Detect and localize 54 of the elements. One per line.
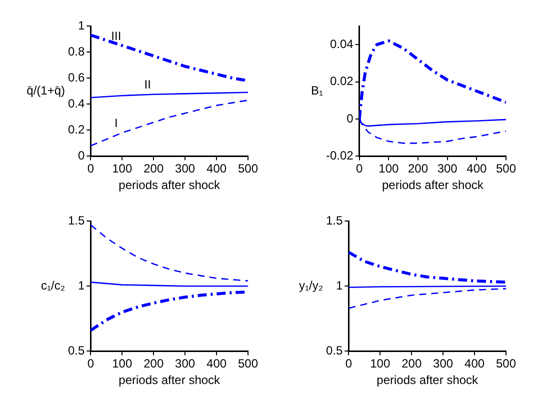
x-tick-label: 200 [144, 162, 164, 176]
x-tick-label: 200 [144, 356, 164, 371]
x-tick-label: 400 [466, 162, 487, 176]
y-tick-label: 1.5 [326, 213, 343, 228]
y-tick-label: 0.4 [68, 96, 85, 110]
x-tick-label: 0 [87, 162, 94, 176]
x-tick-label: 0 [356, 162, 364, 176]
y-tick-label: 0.02 [330, 74, 354, 88]
x-axis-title: periods after shock [118, 373, 222, 388]
series-label: II [144, 78, 151, 92]
x-tick-label: 500 [496, 162, 516, 176]
x-axis-title: periods after shock [118, 178, 222, 192]
y-tick-label: 1 [78, 18, 85, 32]
line-series [348, 250, 506, 284]
x-tick-label: 300 [437, 162, 458, 176]
x-tick-label: 100 [370, 356, 390, 371]
x-tick-label: 500 [496, 356, 516, 371]
x-tick-label: 400 [206, 162, 227, 176]
x-tick-label: 500 [238, 162, 258, 176]
series-label: III [111, 28, 122, 43]
y-tick-label: 1 [336, 278, 343, 292]
y-axis-title: c₁/c₂ [40, 278, 66, 292]
x-axis-title: periods after shock [382, 178, 484, 192]
x-tick-label: 500 [238, 356, 258, 371]
x-axis-title: periods after shock [376, 373, 480, 388]
line-series [90, 100, 248, 146]
x-tick-label: 300 [175, 356, 196, 371]
x-tick-label: 400 [464, 356, 485, 371]
x-tick-label: 0 [87, 356, 94, 371]
y-tick-label: 0 [78, 148, 85, 163]
y-tick-label: 0.04 [330, 36, 354, 51]
x-tick-label: 200 [402, 356, 422, 371]
x-tick-label: 100 [112, 356, 132, 371]
line-series [348, 288, 506, 309]
y-axis-title: B₁ [310, 83, 323, 98]
y-tick-label: 1 [78, 278, 85, 292]
y-tick-label: 0 [346, 111, 354, 126]
y-tick-label: 0.2 [68, 122, 85, 136]
y-axis-title: y₁/y₂ [298, 278, 324, 292]
x-tick-label: 100 [112, 162, 132, 176]
y-tick-label: 0.5 [68, 344, 85, 358]
x-tick-label: 200 [408, 162, 428, 176]
x-tick-label: 300 [433, 356, 454, 371]
y-tick-label: 0.5 [326, 344, 343, 358]
x-tick-label: 400 [206, 356, 227, 371]
series-label: I [114, 116, 118, 130]
line-series [90, 224, 248, 282]
x-tick-label: 300 [175, 162, 196, 176]
y-axis-title: q̄/(1+q̄) [26, 83, 65, 98]
y-tick-label: 1.5 [68, 213, 85, 228]
x-tick-label: 100 [378, 162, 400, 176]
y-tick-label: -0.02 [326, 148, 354, 163]
y-tick-label: 0.6 [68, 70, 85, 84]
y-tick-label: 0.8 [68, 44, 85, 58]
